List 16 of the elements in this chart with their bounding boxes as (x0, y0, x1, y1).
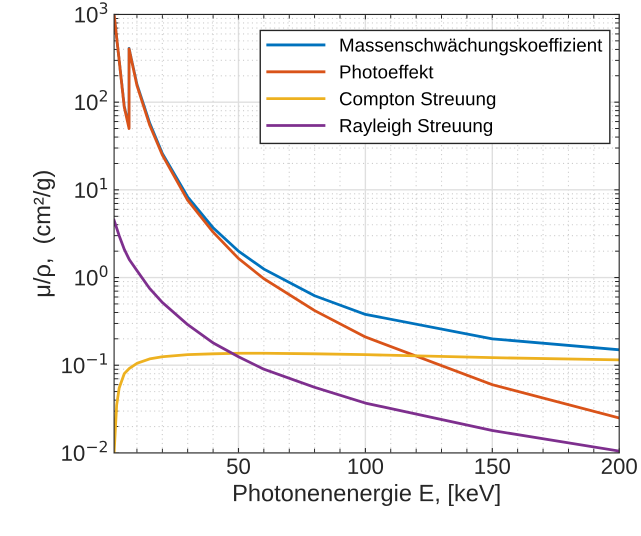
y-tick-label: 10$^{2}$ (75, 90, 107, 110)
y-tick-label: 10$^{0}$ (75, 265, 108, 286)
y-tick-label: 10$^{3}$ (75, 2, 108, 23)
y-axis-title: μ/ρ, (cm²/g) (33, 171, 56, 296)
legend-label: Rayleigh Streuung (340, 118, 492, 136)
x-tick-label: 100 (348, 458, 384, 474)
x-tick-label: 50 (227, 458, 250, 474)
x-axis-title: Photonenenergie E, [keV] (234, 484, 500, 506)
y-tick-label: 10$^{−1}$ (62, 353, 107, 374)
y-tick-label: 10$^{1}$ (75, 178, 108, 198)
x-tick-label: 150 (475, 458, 510, 474)
y-tick-label: 10$^{−2}$ (62, 440, 107, 462)
legend-label: Photoeffekt (340, 64, 434, 79)
legend-label: Compton Streuung (340, 92, 496, 110)
x-tick-label: 200 (602, 458, 637, 474)
legend-label: Massenschwächungskoeffizient (340, 38, 602, 56)
